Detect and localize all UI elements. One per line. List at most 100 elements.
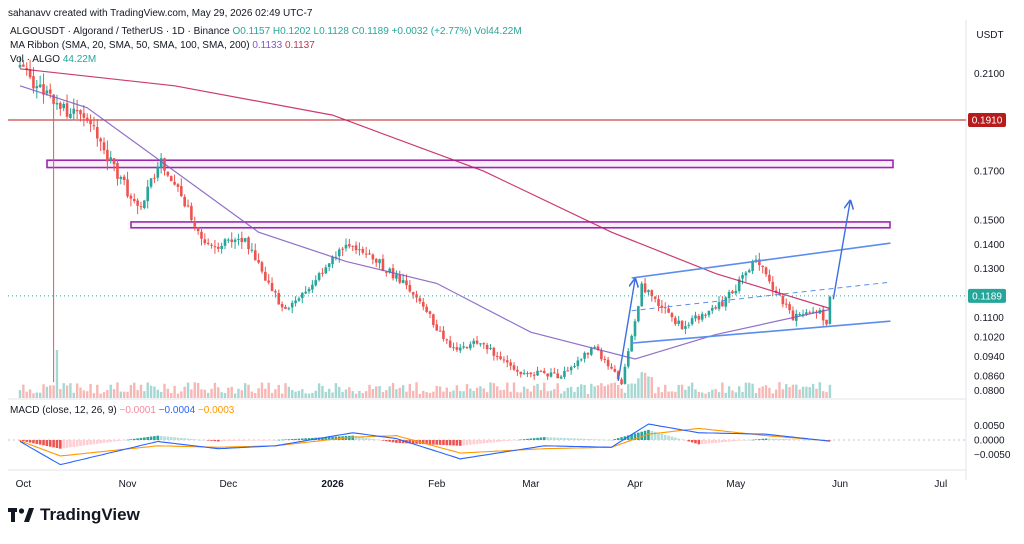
- candle: [465, 346, 469, 350]
- volume-bar: [482, 388, 485, 398]
- macd-histogram-bar: [764, 438, 768, 440]
- ma-ribbon-header[interactable]: MA Ribbon (SMA, 20, SMA, 50, SMA, 100, S…: [10, 40, 315, 51]
- macd-histogram-bar: [465, 440, 469, 446]
- macd-histogram-bar: [169, 436, 173, 440]
- volume-bar: [146, 382, 149, 398]
- candle: [294, 296, 297, 307]
- macd-histogram-bar: [324, 437, 328, 440]
- candle: [243, 238, 247, 243]
- macd-header[interactable]: MACD (close, 12, 26, 9) −0.0001 −0.0004 …: [10, 405, 234, 416]
- candle-body: [754, 259, 758, 261]
- macd-histogram-bar: [223, 440, 227, 442]
- candle-body: [284, 306, 287, 309]
- volume-bar: [62, 383, 65, 398]
- volume-bar: [791, 384, 795, 398]
- candle-body: [85, 117, 89, 121]
- volume-bar: [801, 386, 805, 398]
- candle: [771, 276, 775, 296]
- symbol[interactable]: ALGOUSDT: [10, 26, 65, 37]
- candle: [99, 137, 102, 152]
- tradingview-logo[interactable]: TradingView: [8, 505, 140, 525]
- candle: [193, 216, 197, 231]
- candle: [206, 238, 210, 246]
- macd-histogram-bar: [516, 439, 519, 441]
- volume-bar: [825, 392, 828, 398]
- volume-bar: [133, 382, 136, 398]
- candle: [280, 301, 284, 312]
- candle-body: [116, 163, 119, 179]
- candle: [418, 295, 422, 305]
- volume-bar: [680, 384, 684, 398]
- macd-histogram-bar: [616, 438, 620, 440]
- macd-histogram-bar: [411, 440, 415, 444]
- volume-bar: [428, 392, 432, 398]
- volume-bar: [180, 391, 183, 398]
- candle: [186, 199, 190, 208]
- time-tick-label: Mar: [522, 479, 540, 490]
- macd-histogram-bar: [354, 436, 358, 440]
- macd-histogram-bar: [180, 437, 183, 440]
- macd-histogram-bar: [707, 440, 711, 444]
- volume-bar: [569, 386, 573, 398]
- candle: [250, 242, 254, 253]
- macd-histogram-bar: [190, 438, 193, 440]
- candle: [620, 377, 623, 386]
- macd-histogram-bar: [563, 437, 566, 440]
- macd-histogram-bar: [361, 437, 365, 440]
- macd-histogram-bar: [28, 440, 32, 443]
- candle: [717, 296, 721, 312]
- volume-bar: [707, 392, 711, 398]
- candle-body: [714, 307, 717, 309]
- candle: [563, 366, 566, 380]
- candle-body: [421, 301, 425, 307]
- volume-bar: [815, 388, 818, 398]
- candle: [136, 198, 139, 215]
- macd-histogram-bar: [680, 439, 684, 441]
- candle-body: [573, 365, 576, 367]
- candle-body: [129, 195, 133, 199]
- macd-histogram-bar: [206, 440, 210, 441]
- candle-body: [529, 372, 533, 375]
- candle-body: [563, 370, 566, 377]
- candle-body: [462, 346, 465, 348]
- candle-body: [721, 301, 724, 307]
- volume-bar: [536, 383, 539, 398]
- volume-bar: [116, 382, 119, 398]
- candle: [337, 247, 341, 263]
- macd-histogram-bar: [35, 440, 39, 444]
- volume-bar: [576, 386, 580, 398]
- volume-bar: [674, 391, 677, 398]
- candles: [18, 56, 832, 386]
- candle-body: [408, 285, 412, 292]
- macd-histogram-bar: [334, 436, 338, 440]
- candle: [405, 274, 408, 290]
- macd-histogram-bar: [482, 440, 486, 444]
- candle-body: [761, 265, 765, 268]
- candle: [700, 311, 704, 322]
- volume-bar: [704, 393, 707, 398]
- candle: [65, 94, 69, 119]
- macd-histogram-bar: [650, 430, 654, 440]
- candle-body: [169, 176, 173, 182]
- macd-histogram-bar: [811, 439, 815, 441]
- volume-bar: [664, 384, 667, 398]
- volume-header[interactable]: Vol · ALGO 44.22M: [10, 54, 96, 65]
- volume-bar: [616, 384, 620, 398]
- macd-histogram-bar: [62, 440, 65, 449]
- macd-histogram-bar: [778, 438, 781, 440]
- candle-body: [670, 313, 674, 318]
- macd-histogram-bar: [754, 439, 758, 441]
- candle: [260, 260, 264, 274]
- volume-bar: [805, 386, 808, 398]
- macd-histogram-bar: [805, 439, 808, 441]
- candle: [603, 355, 607, 364]
- candle: [448, 335, 452, 348]
- candle: [223, 238, 227, 250]
- candle-body: [223, 239, 227, 246]
- macd-histogram-bar: [700, 440, 704, 445]
- candle: [290, 300, 294, 314]
- macd-histogram-bar: [233, 440, 237, 442]
- candle: [216, 242, 220, 253]
- price-tick-label: 0.1500: [974, 215, 1005, 226]
- volume-bar: [25, 391, 28, 398]
